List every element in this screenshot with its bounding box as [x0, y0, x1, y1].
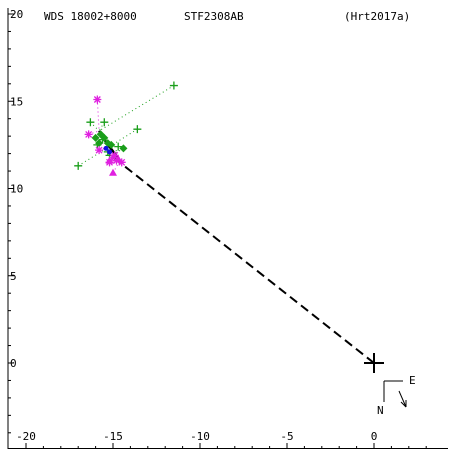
- axis-ticks: [8, 13, 427, 449]
- plus-marker: [169, 81, 178, 90]
- compass: E N: [377, 374, 416, 417]
- plus-marker: [133, 125, 142, 134]
- asterisk-marker: [84, 130, 93, 139]
- asterisk-marker: [93, 95, 102, 104]
- y-tick-label: 15: [10, 95, 23, 108]
- filled-point-marker: [107, 149, 113, 155]
- diamond-marker: [100, 133, 109, 142]
- filled-point-marker: [103, 145, 109, 151]
- asterisk-marker: [117, 158, 126, 167]
- x-tick-label: -15: [103, 430, 123, 443]
- data-points: [74, 81, 178, 176]
- primary-star-cross: [364, 353, 384, 373]
- diamond-marker: [107, 140, 116, 149]
- compass-motion-arrow: [398, 390, 407, 408]
- axes: [7, 8, 448, 449]
- primary-to-companion-dashed-line: [112, 156, 375, 364]
- triangle-marker: [109, 168, 117, 176]
- x-tick-label: -5: [280, 430, 293, 443]
- header-right-label: (Hrt2017a): [344, 10, 410, 23]
- primary-star-marker: [364, 353, 384, 373]
- y-tick-label: 20: [10, 8, 23, 21]
- asterisk-marker: [110, 151, 119, 160]
- residual-line: [114, 147, 124, 155]
- residual-lines: [77, 85, 175, 174]
- y-tick-label: 10: [10, 183, 23, 196]
- y-tick-label: 0: [10, 357, 17, 370]
- plus-marker: [86, 118, 95, 127]
- asterisk-marker: [95, 146, 104, 155]
- diamond-marker: [91, 133, 100, 142]
- y-tick-label: 5: [10, 270, 17, 283]
- plus-marker: [74, 161, 83, 170]
- x-tick-label: 0: [371, 430, 378, 443]
- triangle-marker: [105, 156, 114, 164]
- x-tick-label: -20: [16, 430, 36, 443]
- compass-east-label: E: [409, 374, 416, 387]
- triangle-marker: [114, 154, 123, 162]
- plus-marker: [100, 118, 109, 127]
- diamond-marker: [119, 144, 128, 153]
- header-center-label: STF2308AB: [184, 10, 244, 23]
- axis-tick-labels: -20 -15 -10 -5 0 0 5 10 15 20: [10, 8, 377, 443]
- residual-line: [90, 121, 100, 132]
- header-left-label: WDS 18002+8000: [44, 10, 137, 23]
- residual-line: [96, 99, 100, 131]
- plus-marker: [114, 142, 123, 151]
- x-tick-label: -10: [190, 430, 210, 443]
- residual-line: [98, 85, 175, 132]
- diamond-marker: [95, 139, 104, 148]
- residual-line: [98, 121, 105, 132]
- residual-line: [109, 128, 138, 148]
- compass-arrow-head: [400, 400, 407, 408]
- dashed-line: [112, 156, 375, 364]
- compass-north-label: N: [377, 404, 384, 417]
